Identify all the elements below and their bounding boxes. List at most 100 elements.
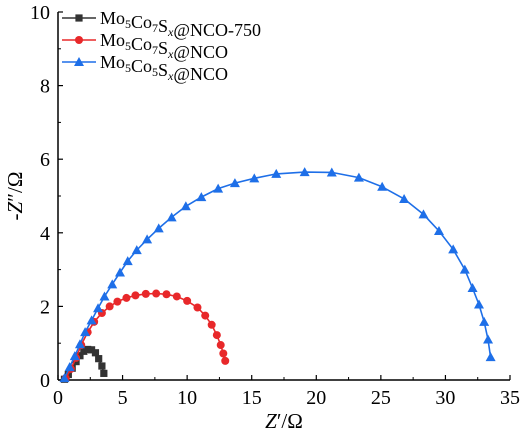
legend-text-run: Mo bbox=[100, 8, 125, 28]
y-axis-title-symbol: Z bbox=[3, 201, 27, 213]
x-axis-title: Z′/Ω bbox=[265, 409, 303, 433]
legend-text-run: @NCO-750 bbox=[173, 20, 261, 40]
data-point bbox=[193, 303, 202, 312]
legend-item: Mo5Co7Sx@NCO-750 bbox=[62, 8, 261, 40]
axis-ticks: 0 5 10 15 20 25 30 35 0 2 4 6 8 10 bbox=[30, 2, 520, 409]
legend-text-run: @NCO bbox=[173, 42, 228, 62]
x-tick-label: 0 bbox=[53, 387, 63, 409]
data-point bbox=[87, 346, 96, 354]
data-point bbox=[114, 267, 125, 277]
data-point bbox=[221, 356, 230, 365]
legend-text-run: Mo bbox=[100, 52, 125, 72]
data-point bbox=[107, 279, 118, 289]
legend-item: Mo5Co7Sx@NCO bbox=[62, 30, 228, 62]
series-3 bbox=[59, 167, 496, 383]
data-point bbox=[99, 291, 110, 301]
y-tick-label: 8 bbox=[40, 76, 50, 98]
data-point bbox=[459, 264, 470, 274]
data-point bbox=[64, 362, 75, 372]
data-point bbox=[326, 167, 337, 177]
legend-item: Mo5Co5Sx@NCO bbox=[62, 52, 228, 84]
data-point bbox=[207, 320, 216, 329]
x-tick-label: 35 bbox=[500, 387, 520, 409]
data-point bbox=[152, 289, 161, 298]
data-point bbox=[433, 225, 444, 235]
legend-text-run: S bbox=[158, 38, 168, 58]
data-point bbox=[80, 327, 91, 337]
series-2 bbox=[61, 289, 230, 383]
y-axis-title: -Z″/Ω bbox=[3, 172, 27, 221]
legend-text-run: @NCO bbox=[173, 64, 228, 84]
legend-marker bbox=[75, 14, 83, 22]
legend-marker bbox=[75, 36, 83, 44]
data-point bbox=[100, 369, 108, 377]
data-point bbox=[418, 209, 429, 219]
data-point bbox=[153, 223, 164, 233]
data-point bbox=[162, 290, 171, 299]
x-tick-label: 30 bbox=[435, 387, 455, 409]
data-point bbox=[86, 315, 97, 325]
data-point bbox=[299, 167, 310, 177]
y-axis-title-unit: ″/Ω bbox=[3, 172, 27, 202]
data-point bbox=[172, 292, 181, 301]
legend-text-run: S bbox=[158, 60, 168, 80]
x-tick-label: 10 bbox=[177, 387, 197, 409]
legend-subscript: x bbox=[167, 25, 174, 39]
legend-text-run: S bbox=[158, 16, 168, 36]
x-axis-title-unit: ′/Ω bbox=[277, 409, 303, 433]
legend-subscript: 7 bbox=[152, 21, 158, 35]
data-point bbox=[377, 181, 388, 191]
x-axis-title-symbol: Z bbox=[265, 409, 277, 433]
data-point bbox=[249, 173, 260, 183]
data-point bbox=[91, 349, 100, 357]
legend-text-run: Co bbox=[131, 12, 152, 32]
data-point bbox=[113, 297, 122, 306]
x-tick-label: 25 bbox=[371, 387, 391, 409]
data-point bbox=[141, 289, 150, 298]
legend-label: Mo5Co5Sx@NCO bbox=[100, 52, 228, 84]
legend-subscript: x bbox=[167, 47, 174, 61]
legend-subscript: 5 bbox=[125, 61, 131, 75]
data-point bbox=[229, 178, 240, 188]
data-point bbox=[131, 291, 140, 300]
data-point bbox=[93, 303, 104, 313]
series-layer bbox=[59, 167, 496, 383]
data-point bbox=[353, 172, 364, 182]
data-point bbox=[131, 245, 142, 255]
y-axis-title-minus: -Z bbox=[3, 201, 27, 220]
data-point bbox=[80, 347, 88, 355]
data-point bbox=[166, 212, 177, 222]
data-point bbox=[122, 293, 131, 302]
data-point bbox=[180, 201, 191, 211]
y-tick-label: 4 bbox=[40, 223, 50, 245]
legend-subscript: x bbox=[167, 69, 174, 83]
data-point bbox=[105, 302, 114, 311]
y-tick-label: 10 bbox=[30, 2, 50, 24]
data-point bbox=[69, 351, 80, 361]
data-point bbox=[84, 345, 92, 354]
legend-text-run: Mo bbox=[100, 30, 125, 50]
y-axis-title-minus-sign: - bbox=[3, 213, 27, 220]
legend-marker bbox=[74, 57, 84, 66]
data-point bbox=[142, 234, 153, 244]
data-point bbox=[95, 355, 103, 363]
data-point bbox=[467, 283, 478, 292]
x-tick-label: 15 bbox=[242, 387, 262, 409]
data-point bbox=[219, 349, 228, 358]
data-point bbox=[399, 193, 410, 203]
data-point bbox=[271, 168, 282, 178]
legend-label: Mo5Co7Sx@NCO bbox=[100, 30, 228, 62]
data-point bbox=[474, 299, 485, 309]
legend-label: Mo5Co7Sx@NCO-750 bbox=[100, 8, 261, 40]
legend-text-run: Co bbox=[131, 56, 152, 76]
data-point bbox=[213, 183, 224, 193]
data-point bbox=[196, 192, 207, 202]
data-point bbox=[183, 296, 192, 305]
legend-text-run: Co bbox=[131, 34, 152, 54]
legend-subscript: 7 bbox=[152, 43, 158, 57]
legend-subscript: 5 bbox=[125, 39, 131, 53]
data-point bbox=[74, 339, 85, 349]
y-tick-label: 6 bbox=[40, 149, 50, 171]
